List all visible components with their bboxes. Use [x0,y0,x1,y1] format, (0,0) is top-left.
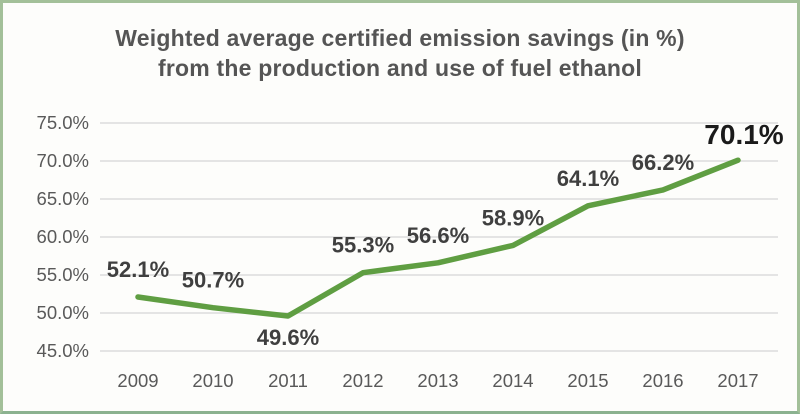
x-axis-tick-label: 2012 [342,370,383,391]
x-axis-tick-label: 2015 [567,370,608,391]
x-axis-tick-label: 2013 [417,370,458,391]
chart-title: Weighted average certified emission savi… [3,23,797,83]
x-axis-tick-label: 2011 [268,370,308,391]
y-axis-tick-label: 55.0% [37,264,89,285]
chart-title-line2: from the production and use of fuel etha… [158,55,642,81]
emission-savings-line [135,157,741,319]
y-axis-tick-label: 75.0% [37,112,89,133]
y-axis-tick-label: 45.0% [37,340,89,361]
data-point-label: 55.3% [332,233,394,258]
data-point-label: 58.9% [482,205,544,230]
data-point-label: 50.7% [182,268,244,293]
data-point-label: 49.6% [257,325,319,350]
data-point-label: 64.1% [557,166,619,191]
data-point-label: 70.1% [704,119,783,150]
x-axis-tick-label: 2014 [492,370,533,391]
x-axis-tick-label: 2009 [117,370,158,391]
y-axis-tick-label: 60.0% [37,226,89,247]
y-axis-tick-label: 70.0% [37,150,89,171]
x-axis-tick-label: 2016 [642,370,683,391]
data-point-label: 66.2% [632,150,694,175]
y-axis-tick-label: 65.0% [37,188,89,209]
y-axis-tick-label: 50.0% [37,302,89,323]
data-point-label: 52.1% [107,257,169,282]
line-chart: 45.0% 50.0% 55.0% 60.0% 65.0% 70.0% 75.0% 2009 2… [37,112,784,391]
data-point-label: 56.6% [407,223,469,248]
x-axis-tick-label: 2010 [192,370,233,391]
x-axis-tick-label: 2017 [717,370,758,391]
chart-title-line1: Weighted average certified emission savi… [115,25,685,51]
